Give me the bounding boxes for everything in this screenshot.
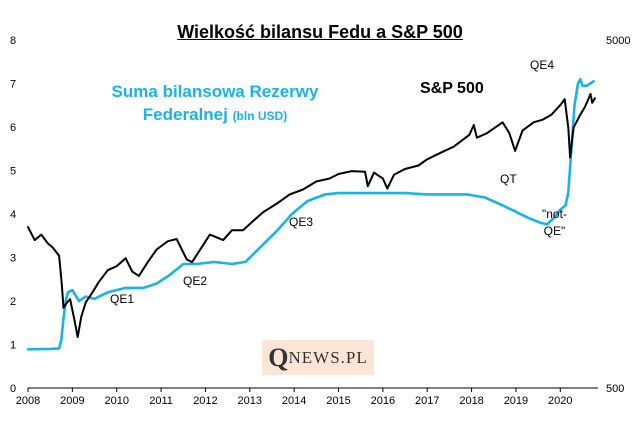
- y-left-tick-label: 3: [10, 253, 16, 265]
- logo-initial: Q: [268, 342, 289, 372]
- y-left-tick-label: 2: [10, 296, 16, 308]
- annotation-qe1: QE1: [110, 292, 135, 306]
- y-right-tick-label: 500: [606, 383, 624, 395]
- logo-rest: NEWS.PL: [288, 347, 368, 367]
- x-tick-label: 2016: [371, 395, 395, 407]
- annotation-qt: QT: [500, 172, 517, 186]
- x-tick-label: 2017: [415, 395, 439, 407]
- x-tick-label: 2019: [504, 395, 528, 407]
- x-tick-label: 2012: [193, 395, 217, 407]
- legend-fed-balance: Suma bilansowa Rezerwy Federalnej (bln U…: [95, 80, 335, 128]
- x-tick-label: 2011: [149, 395, 173, 407]
- x-tick-label: 2018: [459, 395, 483, 407]
- legend-fed-unit: (bln USD): [232, 109, 288, 123]
- y-left-tick-label: 5: [10, 166, 16, 178]
- y-left-tick-label: 6: [10, 122, 16, 134]
- series-lines: [26, 77, 596, 351]
- annotation-qe3: QE3: [289, 215, 314, 229]
- fed-balance-line: [26, 77, 595, 351]
- legend-fed-line2: Federalnej: [142, 105, 228, 124]
- x-tick-label: 2015: [326, 395, 350, 407]
- legend-fed-line1: Suma bilansowa Rezerwy: [111, 82, 319, 101]
- annotation-qe4: QE4: [530, 58, 555, 72]
- y-left-tick-label: 8: [10, 35, 16, 47]
- annotation-not-qe: "not- QE": [542, 206, 567, 240]
- y-right-tick-label: 5000: [606, 35, 630, 47]
- x-tick-label: 2009: [60, 395, 84, 407]
- x-tick-label: 2020: [548, 395, 572, 407]
- y-left-tick-label: 1: [10, 340, 16, 352]
- qnews-logo: Q NEWS.PL: [262, 340, 374, 375]
- annotation-not-qe-line1: "not-: [542, 207, 567, 221]
- x-tick-label: 2010: [104, 395, 128, 407]
- x-tick-label: 2013: [238, 395, 262, 407]
- legend-sp500: S&P 500: [420, 80, 484, 97]
- sp500-line: [27, 92, 596, 339]
- x-tick-label: 2008: [16, 395, 40, 407]
- annotation-not-qe-line2: QE": [543, 224, 566, 238]
- x-tick-label: 2014: [282, 395, 306, 407]
- y-left-tick-label: 7: [10, 79, 16, 91]
- chart-title: Wielkość bilansu Fedu a S&P 500: [177, 22, 463, 42]
- axes: 2008 2009 2010 2011 2012 2013 2014 2015 2016 2017…: [10, 35, 631, 407]
- y-left-tick-label: 4: [10, 209, 16, 221]
- annotation-qe2: QE2: [183, 274, 208, 288]
- y-left-tick-label: 0: [10, 383, 16, 395]
